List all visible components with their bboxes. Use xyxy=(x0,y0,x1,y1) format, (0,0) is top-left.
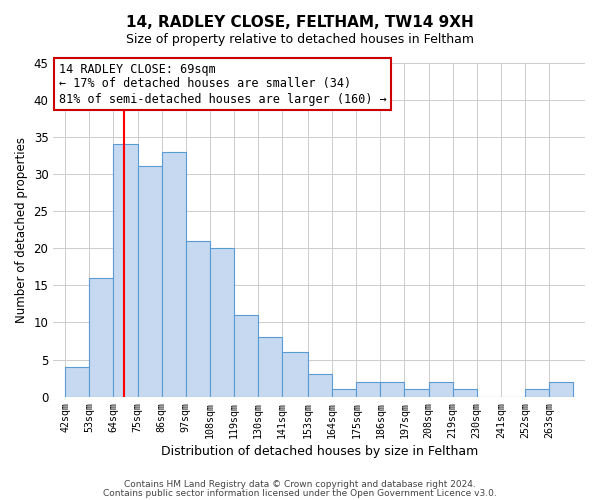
Bar xyxy=(113,144,137,397)
Bar xyxy=(210,248,234,396)
Bar xyxy=(258,338,282,396)
Text: Size of property relative to detached houses in Feltham: Size of property relative to detached ho… xyxy=(126,32,474,46)
Bar xyxy=(549,382,573,396)
Bar xyxy=(89,278,113,396)
Bar xyxy=(234,315,258,396)
Bar xyxy=(161,152,185,396)
Bar xyxy=(308,374,332,396)
Text: Contains public sector information licensed under the Open Government Licence v3: Contains public sector information licen… xyxy=(103,488,497,498)
Bar xyxy=(380,382,404,396)
Bar xyxy=(356,382,380,396)
Bar xyxy=(404,390,428,396)
Bar xyxy=(428,382,452,396)
Bar xyxy=(65,367,89,396)
Bar xyxy=(332,390,356,396)
Bar xyxy=(185,240,210,396)
Bar xyxy=(282,352,308,397)
Bar xyxy=(525,390,549,396)
Bar xyxy=(452,390,476,396)
Bar xyxy=(137,166,161,396)
Y-axis label: Number of detached properties: Number of detached properties xyxy=(15,136,28,322)
Text: Contains HM Land Registry data © Crown copyright and database right 2024.: Contains HM Land Registry data © Crown c… xyxy=(124,480,476,489)
X-axis label: Distribution of detached houses by size in Feltham: Distribution of detached houses by size … xyxy=(161,444,478,458)
Text: 14 RADLEY CLOSE: 69sqm
← 17% of detached houses are smaller (34)
81% of semi-det: 14 RADLEY CLOSE: 69sqm ← 17% of detached… xyxy=(59,62,386,106)
Text: 14, RADLEY CLOSE, FELTHAM, TW14 9XH: 14, RADLEY CLOSE, FELTHAM, TW14 9XH xyxy=(126,15,474,30)
